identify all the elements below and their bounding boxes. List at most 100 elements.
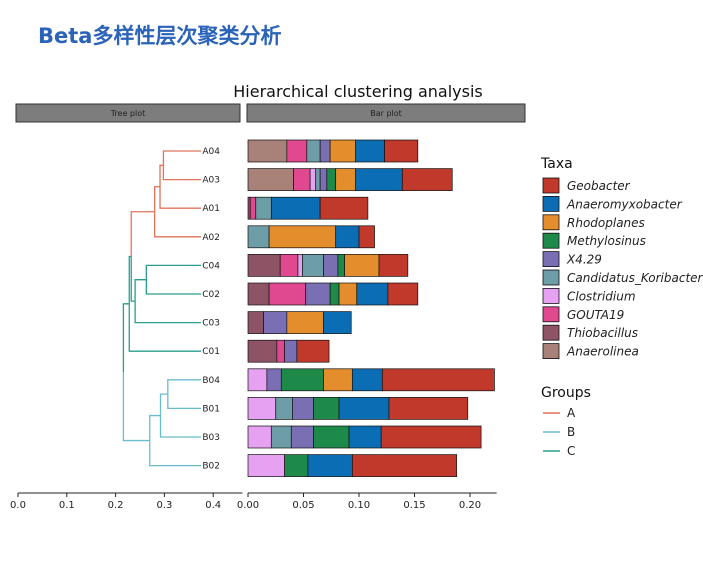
stacked-bars [247,139,495,477]
tree-branch-A03 [162,165,201,181]
tree-branch-C03 [134,301,201,324]
bar-segment-A02-rhodoplanes [268,225,337,249]
tree-branch-n_A02 [130,211,155,257]
tree-branch-B01 [167,394,201,410]
bar-segment-C02-gouta19 [268,282,307,306]
bar-segment-B03-candidatus-koribacter [270,425,292,449]
tree-panel-label: Tree plot [110,109,146,118]
leaf-label-C03: C03 [202,319,220,329]
bar-segment-C02-geobacter [387,282,419,306]
tree-branch-n_A01 [153,186,161,212]
bar-panel-strip [246,103,526,123]
leaf-label-B01: B01 [202,404,220,414]
bar-A03 [247,168,453,191]
bar-tick-label-2: 0.10 [348,500,370,511]
slide-title: Beta多样性层次聚类分析 [38,24,282,48]
leaf-label-A04: A04 [202,147,220,157]
group-label-c: C [567,444,575,458]
tree-tick-label-4: 0.4 [205,500,221,511]
bar-segment-A02-candidatus-koribacter [247,225,270,249]
bar-segment-B01-geobacter [388,397,469,420]
legend-swatch-gouta19 [542,306,560,323]
bar-segment-A02-anaeromyxobacter [335,225,360,249]
groups-legend: ABC [543,406,576,458]
bar-segment-C04-clostridium [297,254,303,277]
bar-segment-B04-rhodoplanes [323,368,353,392]
bar-segment-C04-geobacter [378,254,409,277]
bar-segment-C02-rhodoplanes [338,282,358,306]
tree-branch-n_B03 [149,414,161,441]
legend-swatch-clostridium [542,287,560,304]
leaf-label-B04: B04 [202,376,220,386]
bar-segment-A04-x4-29 [319,139,331,163]
leaf-label-C02: C02 [202,290,220,300]
legend-label-rhodoplanes: Rhodoplanes [567,216,645,230]
taxa-legend: Geobacter Anaeromyxobacter Rhodoplanes Meth… [542,177,703,360]
tree-panel-strip [15,103,241,123]
legend-label-x4-29: X4.29 [566,253,602,267]
bar-segment-B01-clostridium [247,397,277,420]
group-label-b: B [567,425,575,439]
bar-segment-A03-gouta19 [293,168,311,191]
bar-segment-A04-anaerolinea [247,139,288,163]
bar-segment-A03-geobacter [401,168,453,191]
legend-swatch-candidatus-koribacter [542,269,560,286]
legend-swatch-thiobacillus [542,324,560,341]
bar-segment-A02-geobacter [358,225,375,249]
bar-segment-C04-methylosinus [337,254,345,277]
bar-segment-B02-anaeromyxobacter [307,454,353,477]
tree-branch-C01 [128,303,201,352]
bar-segment-C04-gouta19 [279,254,299,277]
bar-segment-C03-rhodoplanes [286,311,324,334]
tree-branch-A01 [159,186,201,209]
bar-segment-A04-rhodoplanes [329,139,357,163]
bar-segment-A03-anaerolinea [247,168,294,191]
bar-segment-B03-anaeromyxobacter [348,425,382,449]
tree-tick-label-2: 0.2 [108,500,124,511]
bar-B02 [247,454,458,477]
legend-label-methylosinus: Methylosinus [567,234,646,248]
bar-segment-A04-candidatus-koribacter [306,139,321,163]
leaf-label-C04: C04 [202,261,220,271]
bar-A01 [247,196,369,220]
legend-swatch-anaerolinea [542,343,560,360]
bar-C02 [247,282,419,306]
bar-C01 [247,339,330,363]
bar-segment-C01-geobacter [296,339,330,363]
tree-branch-B03 [159,415,201,438]
bar-B04 [247,368,495,392]
tree-branch-n_B01B04 [159,393,168,416]
bar-segment-A04-geobacter [384,139,419,163]
tree-branch-n_A03A04 [159,164,164,187]
leaf-label-B03: B03 [202,433,220,443]
tree-branch-C02 [145,279,201,295]
bar-segment-C02-x4-29 [305,282,331,306]
tree-branch-n_C01 [122,303,130,373]
tree-tick-label-1: 0.1 [59,500,75,511]
bar-segment-B04-anaeromyxobacter [351,368,383,392]
bar-segment-B01-x4-29 [292,397,314,420]
bar-C04 [247,254,409,277]
tree-tick-label-0: 0.0 [10,500,26,511]
bar-segment-B03-clostridium [247,425,272,449]
bar-segment-C04-x4-29 [323,254,339,277]
bar-segment-A03-methylosinus [326,168,337,191]
bar-segment-B01-methylosinus [313,397,340,420]
bar-segment-A03-rhodoplanes [335,168,357,191]
bar-segment-C02-thiobacillus [247,282,270,306]
bar-C03 [247,311,352,334]
bar-segment-C03-anaeromyxobacter [323,311,352,334]
bar-panel-label: Bar plot [370,109,402,118]
tree-branch-C04 [145,264,201,280]
bar-A04 [247,139,419,163]
tree-branch-n_C03 [130,256,136,302]
bar-segment-B03-methylosinus [313,425,350,449]
legend-swatch-anaeromyxobacter [542,195,560,212]
bar-segment-C01-gouta19 [276,339,285,363]
bar-segment-A01-geobacter [319,196,369,220]
bar-segment-B04-methylosinus [280,368,324,392]
legend-swatch-x4-29 [542,251,560,268]
tree-branch-n_C02C04 [134,279,147,302]
bar-segment-A01-gouta19 [249,196,257,220]
